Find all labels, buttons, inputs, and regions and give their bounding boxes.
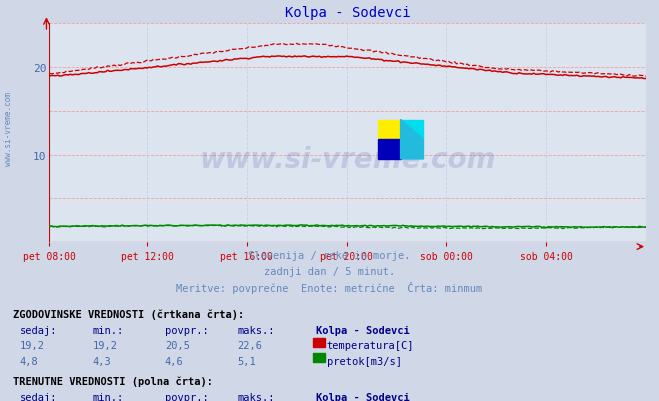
Text: 4,3: 4,3 xyxy=(92,356,111,366)
Text: 5,1: 5,1 xyxy=(237,356,256,366)
Text: Slovenija / reke in morje.: Slovenija / reke in morje. xyxy=(248,251,411,261)
Title: Kolpa - Sodevci: Kolpa - Sodevci xyxy=(285,6,411,20)
Text: Meritve: povprečne  Enote: metrične  Črta: minmum: Meritve: povprečne Enote: metrične Črta:… xyxy=(177,281,482,293)
Text: sedaj:: sedaj: xyxy=(20,325,57,335)
Text: min.:: min.: xyxy=(92,325,123,335)
Text: pretok[m3/s]: pretok[m3/s] xyxy=(327,356,402,366)
Text: maks.:: maks.: xyxy=(237,392,275,401)
Bar xyxy=(378,120,401,140)
Text: 20,5: 20,5 xyxy=(165,340,190,350)
Text: Kolpa - Sodevci: Kolpa - Sodevci xyxy=(316,325,410,335)
Text: TRENUTNE VREDNOSTI (polna črta):: TRENUTNE VREDNOSTI (polna črta): xyxy=(13,376,213,386)
Text: maks.:: maks.: xyxy=(237,325,275,335)
Text: min.:: min.: xyxy=(92,392,123,401)
Text: 4,6: 4,6 xyxy=(165,356,183,366)
Polygon shape xyxy=(401,120,424,160)
Text: www.si-vreme.com: www.si-vreme.com xyxy=(4,91,13,165)
Bar xyxy=(378,140,401,160)
Text: temperatura[C]: temperatura[C] xyxy=(327,340,415,350)
Text: 19,2: 19,2 xyxy=(92,340,117,350)
Text: 22,6: 22,6 xyxy=(237,340,262,350)
Text: povpr.:: povpr.: xyxy=(165,325,208,335)
Text: ZGODOVINSKE VREDNOSTI (črtkana črta):: ZGODOVINSKE VREDNOSTI (črtkana črta): xyxy=(13,308,244,319)
Text: sedaj:: sedaj: xyxy=(20,392,57,401)
Polygon shape xyxy=(401,120,424,140)
Text: 19,2: 19,2 xyxy=(20,340,45,350)
Text: Kolpa - Sodevci: Kolpa - Sodevci xyxy=(316,392,410,401)
Text: povpr.:: povpr.: xyxy=(165,392,208,401)
Polygon shape xyxy=(401,120,424,160)
Text: www.si-vreme.com: www.si-vreme.com xyxy=(200,146,496,174)
Text: 4,8: 4,8 xyxy=(20,356,38,366)
Text: zadnji dan / 5 minut.: zadnji dan / 5 minut. xyxy=(264,266,395,276)
